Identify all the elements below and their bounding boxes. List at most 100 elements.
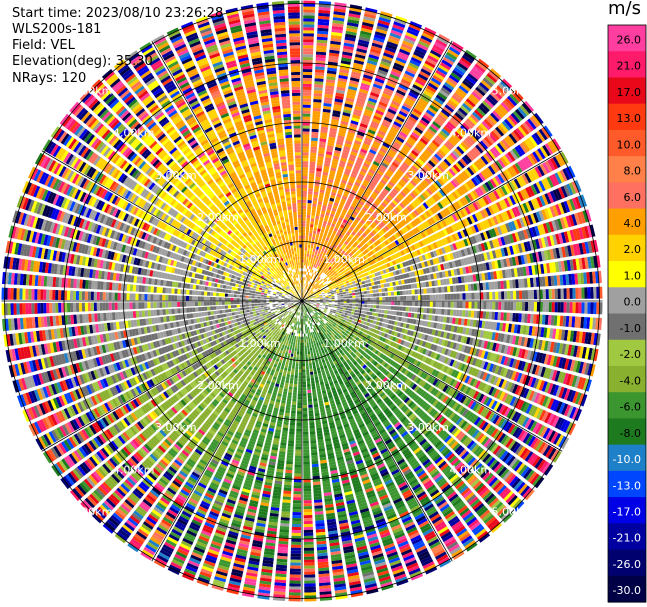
velocity-gate [302,137,310,141]
velocity-gate [306,277,308,281]
velocity-gate [358,39,370,45]
velocity-gate [432,287,436,294]
velocity-gate [375,28,388,35]
velocity-gate [311,254,314,258]
velocity-gate [402,306,406,312]
velocity-gate [590,302,594,314]
velocity-gate [347,88,357,94]
velocity-gate [387,287,391,292]
velocity-gate [388,296,392,301]
velocity-gate [373,34,386,41]
velocity-gate [312,107,321,112]
velocity-gate [518,301,523,311]
velocity-gate [572,302,576,314]
velocity-gate [356,134,364,140]
velocity-gate [310,140,318,145]
velocity-gate [486,292,490,300]
velocity-gate [471,301,475,309]
velocity-gate [426,288,430,294]
velocity-gate [383,52,394,59]
velocity-gate [305,229,309,233]
velocity-gate [351,170,358,176]
velocity-gate [376,301,380,305]
velocity-gate [309,164,316,168]
velocity-gate [367,57,379,63]
velocity-gate [302,134,310,138]
velocity-gate [376,305,380,309]
velocity-gate [376,25,389,32]
velocity-gate [355,298,359,301]
velocity-gate [365,65,376,72]
velocity-gate [344,168,352,173]
velocity-gate [344,39,356,45]
velocity-gate [349,301,353,304]
velocity-gate [482,311,487,319]
velocity-gate [352,167,360,173]
velocity-gate [399,311,403,317]
velocity-gate [354,162,362,168]
velocity-gate [329,170,336,175]
velocity-gate [312,203,317,207]
velocity-gate [444,301,448,308]
velocity-gate [336,193,342,198]
velocity-gate [307,197,313,201]
velocity-gate [314,264,318,269]
velocity-gate [317,21,330,26]
velocity-gate [324,214,329,219]
velocity-gate [593,302,597,315]
velocity-gate [306,259,309,263]
velocity-gate [468,301,472,309]
velocity-gate [328,200,334,205]
velocity-gate [408,307,412,312]
velocity-gate [302,182,308,186]
velocity-gate [311,122,320,127]
velocity-gate [474,301,478,309]
velocity-gate [304,292,306,296]
velocity-gate [423,301,427,307]
velocity-gate [320,132,328,137]
velocity-gate [336,171,343,177]
velocity-gate [303,15,315,19]
velocity-gate [464,310,469,318]
velocity-gate [363,311,367,315]
velocity-gate [452,285,457,292]
velocity-gate [325,298,329,300]
velocity-gate [325,187,332,192]
velocity-gate [315,54,326,59]
velocity-gate [332,20,345,25]
velocity-gate [327,139,335,144]
velocity-gate [319,260,322,264]
velocity-gate [343,296,347,299]
velocity-gate [343,284,348,287]
velocity-gate [361,24,373,31]
velocity-gate [438,294,442,300]
velocity-gate [397,301,401,306]
velocity-gate [307,262,310,267]
velocity-gate [317,225,322,230]
velocity-gate [302,289,304,293]
velocity-gate [362,142,370,149]
velocity-gate [314,69,325,73]
velocity-gate [302,161,309,165]
velocity-gate [337,303,341,305]
velocity-gate [322,111,331,116]
velocity-gate [408,295,413,301]
velocity-gate [324,157,332,162]
velocity-gate [303,24,315,28]
velocity-gate [317,263,321,267]
velocity-gate [344,36,356,42]
velocity-gate [411,307,415,312]
velocity-gate [328,55,339,60]
velocity-gate [393,21,406,28]
velocity-gate [310,155,317,159]
velocity-gate [343,171,351,176]
velocity-gate [333,14,345,19]
velocity-gate [342,192,349,198]
velocity-gate [313,230,317,234]
velocity-gate [302,92,312,96]
velocity-gate [316,45,327,50]
velocity-gate [389,32,402,40]
velocity-gate [345,30,357,36]
velocity-gate [339,307,344,310]
velocity-gate [465,293,469,300]
